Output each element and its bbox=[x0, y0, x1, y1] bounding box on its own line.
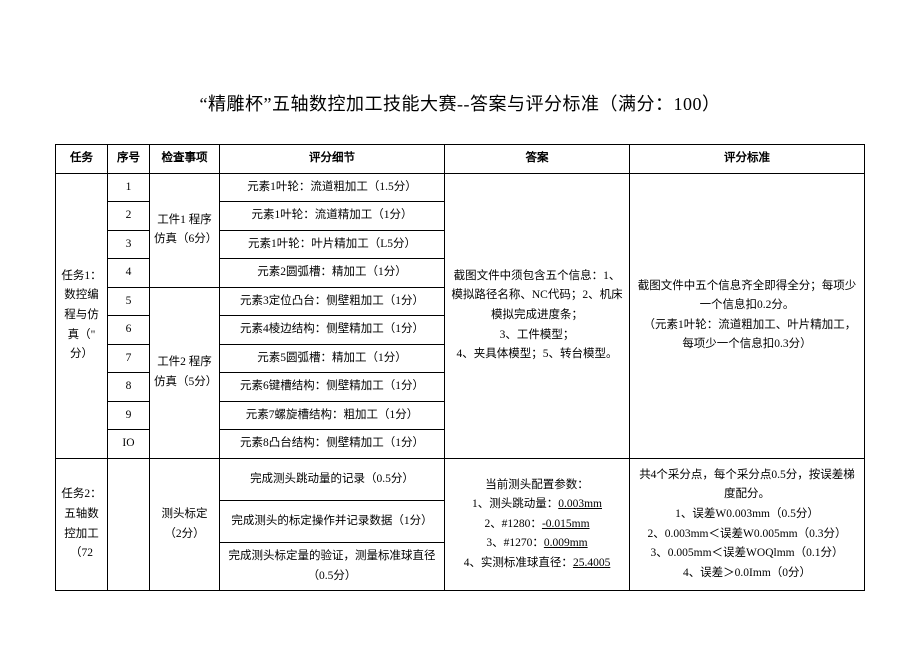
std-cell: 截图文件中五个信息齐全即得全分；每项少一个信息扣0.2分。 （元素1叶轮：流道粗… bbox=[630, 173, 865, 458]
seq-cell: 2 bbox=[108, 202, 150, 231]
ans-l3-val: 0.009mm bbox=[544, 537, 588, 549]
check-cell: 工件2 程序仿真（5分） bbox=[150, 287, 220, 458]
detail-cell: 完成测头跳动量的记录（0.5分） bbox=[220, 459, 445, 501]
detail-cell: 完成测头标定量的验证，测量标准球直径（0.5分） bbox=[220, 543, 445, 591]
std-cell: 共4个采分点，每个采分点0.5分，按误差梯度配分。 1、误差W0.003mm（0… bbox=[630, 459, 865, 591]
detail-cell: 元素1叶轮：流道粗加工（1.5分） bbox=[220, 173, 445, 202]
detail-cell: 元素5圆弧槽：精加工（1分） bbox=[220, 344, 445, 373]
seq-cell: 5 bbox=[108, 287, 150, 316]
detail-cell: 元素2圆弧槽：精加工（1分） bbox=[220, 259, 445, 288]
detail-cell: 元素1叶轮：叶片精加工（L5分） bbox=[220, 230, 445, 259]
table-row: 任务1：数控编程与仿真（" 分） 1 工件1 程序仿真（6分） 元素1叶轮：流道… bbox=[56, 173, 865, 202]
ans-l4-pre: 4、实测标准球直径： bbox=[464, 557, 573, 569]
detail-cell: 元素7螺旋槽结构：粗加工（1分） bbox=[220, 401, 445, 430]
table-header-row: 任务 序号 检查事项 评分细节 答案 评分标准 bbox=[56, 145, 865, 174]
task1-label: 任务1：数控编程与仿真（" 分） bbox=[56, 173, 108, 458]
scoring-table: 任务 序号 检查事项 评分细节 答案 评分标准 任务1：数控编程与仿真（" 分）… bbox=[55, 144, 865, 591]
ans-l2-pre: 2、#1280： bbox=[484, 518, 542, 530]
ans-l1-val: 0.003mm bbox=[558, 498, 602, 510]
th-answer: 答案 bbox=[445, 145, 630, 174]
th-detail: 评分细节 bbox=[220, 145, 445, 174]
ans-l4-val: 25.4005 bbox=[573, 557, 610, 569]
table-row: 任务2：五轴数控加工（72 测头标定（2分） 完成测头跳动量的记录（0.5分） … bbox=[56, 459, 865, 501]
seq-cell: 9 bbox=[108, 401, 150, 430]
answer-cell: 当前测头配置参数： 1、测头跳动量：0.003mm 2、#1280：-0.015… bbox=[445, 459, 630, 591]
seq-cell: 3 bbox=[108, 230, 150, 259]
seq-cell: 6 bbox=[108, 316, 150, 345]
th-task: 任务 bbox=[56, 145, 108, 174]
th-check: 检查事项 bbox=[150, 145, 220, 174]
seq-cell-empty bbox=[108, 459, 150, 591]
seq-cell: 4 bbox=[108, 259, 150, 288]
ans-l2-val: -0.015mm bbox=[542, 518, 590, 530]
th-seq: 序号 bbox=[108, 145, 150, 174]
detail-cell: 元素1叶轮：流道精加工（1分） bbox=[220, 202, 445, 231]
detail-cell: 元素6键槽结构：侧壁精加工（1分） bbox=[220, 373, 445, 402]
check-cell: 工件1 程序仿真（6分） bbox=[150, 173, 220, 287]
ans-l1-pre: 1、测头跳动量： bbox=[472, 498, 558, 510]
page-title: “精雕杯”五轴数控加工技能大赛--答案与评分标准（满分：100） bbox=[55, 90, 865, 116]
check-cell: 测头标定（2分） bbox=[150, 459, 220, 591]
detail-cell: 元素3定位凸台：侧壁粗加工（1分） bbox=[220, 287, 445, 316]
seq-cell: 7 bbox=[108, 344, 150, 373]
task2-label: 任务2：五轴数控加工（72 bbox=[56, 459, 108, 591]
detail-cell: 元素8凸台结构：侧壁精加工（1分） bbox=[220, 430, 445, 459]
seq-cell: 8 bbox=[108, 373, 150, 402]
detail-cell: 元素4棱边结构：侧壁精加工（1分） bbox=[220, 316, 445, 345]
th-std: 评分标准 bbox=[630, 145, 865, 174]
ans-l3-pre: 3、#1270： bbox=[486, 537, 544, 549]
answer-cell: 截图文件中须包含五个信息：1、模拟路径名称、NC代码；2、机床模拟完成进度条； … bbox=[445, 173, 630, 458]
seq-cell: IO bbox=[108, 430, 150, 459]
detail-cell: 完成测头的标定操作并记录数据（1分） bbox=[220, 501, 445, 543]
ans-prefix: 当前测头配置参数： bbox=[485, 479, 589, 491]
seq-cell: 1 bbox=[108, 173, 150, 202]
